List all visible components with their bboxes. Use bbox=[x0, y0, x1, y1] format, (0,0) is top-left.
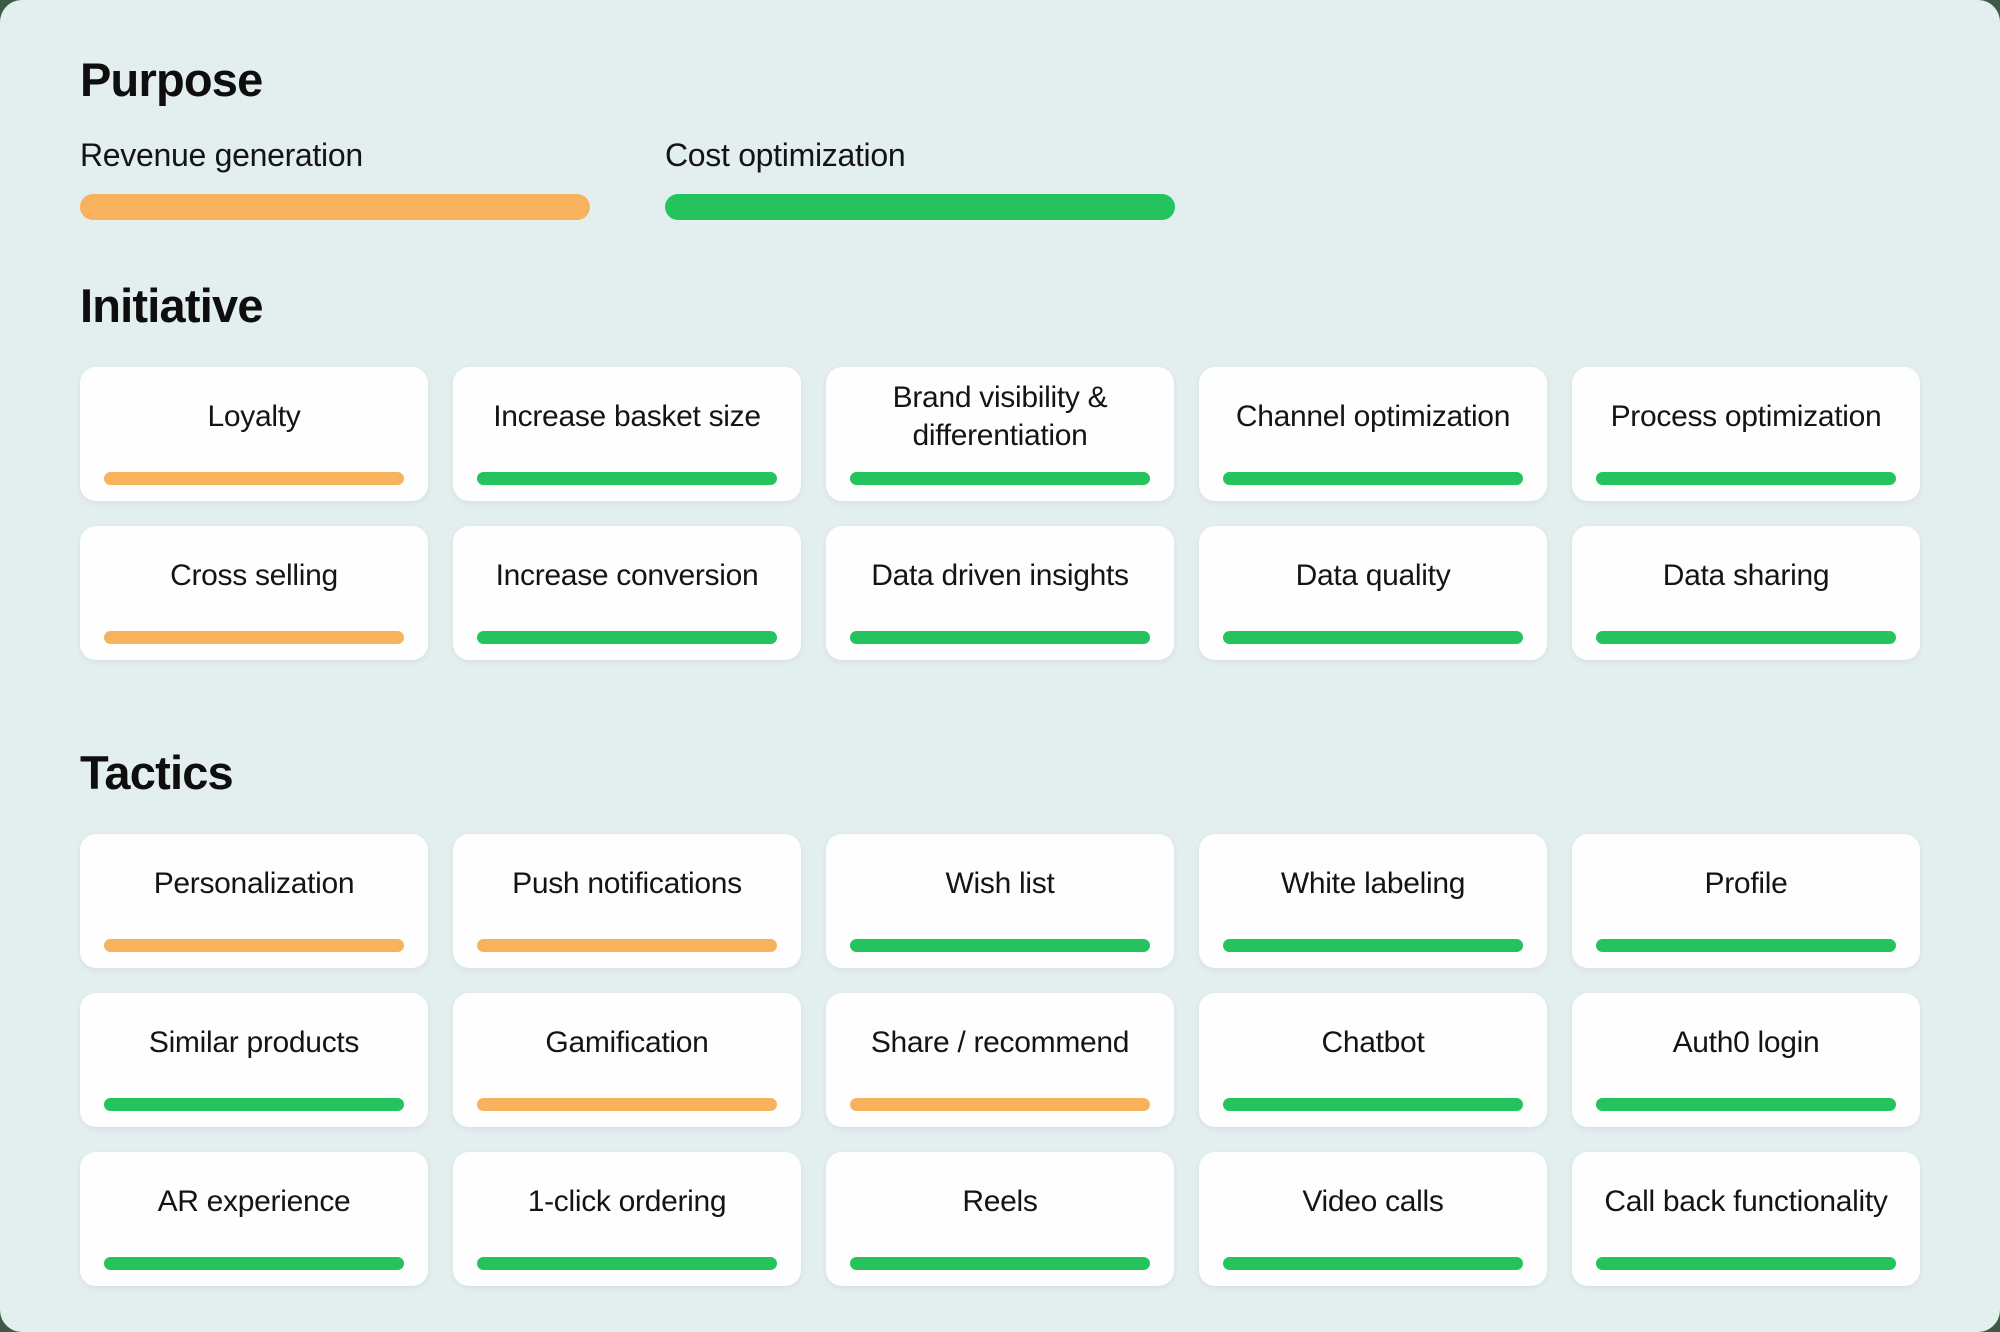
tactic-card: Similar products bbox=[80, 993, 428, 1127]
tactics-card-grid: Personalization Push notifications Wish … bbox=[80, 834, 1920, 1286]
initiative-card-grid: Loyalty Increase basket size Brand visib… bbox=[80, 367, 1920, 660]
initiative-card: Brand visibility & differentiation bbox=[826, 367, 1174, 501]
initiative-section-title: Initiative bbox=[80, 279, 263, 332]
tactic-row: AR experience 1-click ordering Reels Vid… bbox=[80, 1152, 1920, 1286]
tactic-card: Chatbot bbox=[1199, 993, 1547, 1127]
purpose-indicator-bar bbox=[104, 631, 404, 644]
purpose-legend-label: Cost optimization bbox=[665, 137, 906, 173]
card-label: Process optimization bbox=[1610, 400, 1882, 433]
card-label: Loyalty bbox=[207, 400, 301, 433]
purpose-indicator-bar bbox=[477, 631, 777, 644]
purpose-legend-color-bar bbox=[80, 194, 590, 220]
tactic-row: Similar products Gamification Share / re… bbox=[80, 993, 1920, 1127]
purpose-indicator-bar bbox=[850, 939, 1150, 952]
card-label: Data driven insights bbox=[871, 559, 1129, 592]
tactic-card: AR experience bbox=[80, 1152, 428, 1286]
purpose-indicator-bar bbox=[477, 472, 777, 485]
card-label: Cross selling bbox=[170, 559, 338, 592]
purpose-indicator-bar bbox=[1596, 472, 1896, 485]
tactic-card: Share / recommend bbox=[826, 993, 1174, 1127]
tactic-card: Auth0 login bbox=[1572, 993, 1920, 1127]
initiative-card: Channel optimization bbox=[1199, 367, 1547, 501]
initiative-card: Data quality bbox=[1199, 526, 1547, 660]
purpose-indicator-bar bbox=[1596, 1098, 1896, 1111]
purpose-section-title: Purpose bbox=[80, 53, 263, 106]
card-label: Brand visibility & differentiation bbox=[892, 381, 1108, 452]
purpose-indicator-bar bbox=[1223, 1098, 1523, 1111]
card-label: Share / recommend bbox=[870, 1026, 1130, 1059]
purpose-indicator-bar bbox=[1596, 1257, 1896, 1270]
purpose-legend-item: Cost optimization bbox=[665, 137, 1175, 220]
tactic-card: White labeling bbox=[1199, 834, 1547, 968]
purpose-indicator-bar bbox=[850, 631, 1150, 644]
card-label: Call back functionality bbox=[1604, 1185, 1888, 1218]
initiative-card: Increase conversion bbox=[453, 526, 801, 660]
tactic-card: 1-click ordering bbox=[453, 1152, 801, 1286]
tactic-card: Wish list bbox=[826, 834, 1174, 968]
tactics-section-title: Tactics bbox=[80, 746, 234, 799]
purpose-indicator-bar bbox=[104, 472, 404, 485]
card-label: Video calls bbox=[1302, 1185, 1444, 1218]
purpose-indicator-bar bbox=[104, 939, 404, 952]
purpose-indicator-bar bbox=[104, 1257, 404, 1270]
tactic-card: Profile bbox=[1572, 834, 1920, 968]
card-label: Gamification bbox=[545, 1026, 709, 1059]
purpose-legend: Revenue generation Cost optimization bbox=[80, 137, 1920, 220]
card-label: Auth0 login bbox=[1672, 1026, 1820, 1059]
purpose-legend-item: Revenue generation bbox=[80, 137, 590, 220]
initiative-card: Increase basket size bbox=[453, 367, 801, 501]
card-label: Chatbot bbox=[1321, 1026, 1425, 1059]
card-label: Reels bbox=[962, 1185, 1038, 1218]
purpose-indicator-bar bbox=[1223, 472, 1523, 485]
card-label: AR experience bbox=[157, 1185, 351, 1218]
card-label: Data quality bbox=[1295, 559, 1451, 592]
initiative-card: Process optimization bbox=[1572, 367, 1920, 501]
initiative-row: Loyalty Increase basket size Brand visib… bbox=[80, 367, 1920, 501]
card-label: Increase basket size bbox=[493, 400, 761, 433]
purpose-indicator-bar bbox=[477, 1098, 777, 1111]
initiative-row: Cross selling Increase conversion Data d… bbox=[80, 526, 1920, 660]
tactic-row: Personalization Push notifications Wish … bbox=[80, 834, 1920, 968]
purpose-indicator-bar bbox=[1223, 631, 1523, 644]
purpose-indicator-bar bbox=[850, 1098, 1150, 1111]
purpose-legend-label: Revenue generation bbox=[80, 137, 363, 173]
purpose-indicator-bar bbox=[477, 939, 777, 952]
purpose-indicator-bar bbox=[850, 472, 1150, 485]
card-label: Push notifications bbox=[512, 867, 742, 900]
tactic-card: Push notifications bbox=[453, 834, 801, 968]
purpose-indicator-bar bbox=[1596, 939, 1896, 952]
initiative-card: Loyalty bbox=[80, 367, 428, 501]
initiative-card: Cross selling bbox=[80, 526, 428, 660]
purpose-indicator-bar bbox=[1596, 631, 1896, 644]
initiative-card: Data driven insights bbox=[826, 526, 1174, 660]
card-label: Channel optimization bbox=[1235, 400, 1511, 433]
purpose-indicator-bar bbox=[1223, 1257, 1523, 1270]
card-label: White labeling bbox=[1280, 867, 1466, 900]
card-label: 1-click ordering bbox=[527, 1185, 727, 1218]
tactic-card: Video calls bbox=[1199, 1152, 1547, 1286]
tactic-card: Call back functionality bbox=[1572, 1152, 1920, 1286]
initiative-card: Data sharing bbox=[1572, 526, 1920, 660]
tactic-card: Reels bbox=[826, 1152, 1174, 1286]
card-label: Profile bbox=[1704, 867, 1788, 900]
card-label: Similar products bbox=[148, 1026, 360, 1059]
purpose-indicator-bar bbox=[850, 1257, 1150, 1270]
card-label: Increase conversion bbox=[495, 559, 759, 592]
tactic-card: Personalization bbox=[80, 834, 428, 968]
purpose-indicator-bar bbox=[104, 1098, 404, 1111]
purpose-indicator-bar bbox=[1223, 939, 1523, 952]
purpose-legend-color-bar bbox=[665, 194, 1175, 220]
card-label: Personalization bbox=[153, 867, 355, 900]
card-label: Data sharing bbox=[1662, 559, 1830, 592]
tactic-card: Gamification bbox=[453, 993, 801, 1127]
card-label: Wish list bbox=[945, 867, 1055, 900]
purpose-indicator-bar bbox=[477, 1257, 777, 1270]
